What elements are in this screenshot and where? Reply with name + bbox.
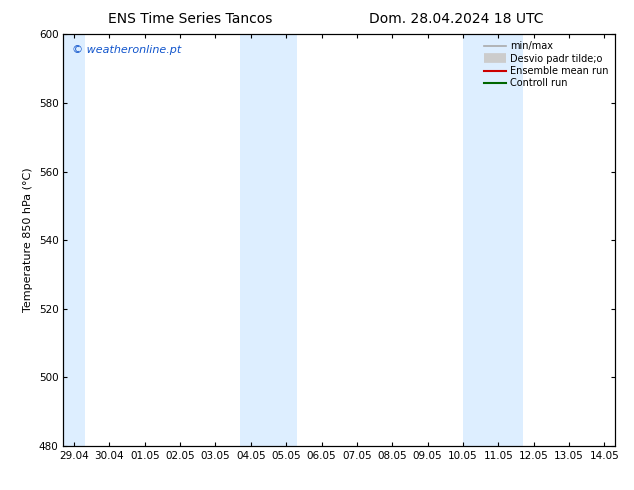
Bar	[463, 34, 523, 446]
Bar	[63, 34, 84, 446]
Legend: min/max, Desvio padr tilde;o, Ensemble mean run, Controll run: min/max, Desvio padr tilde;o, Ensemble m…	[482, 39, 610, 90]
Y-axis label: Temperature 850 hPa (°C): Temperature 850 hPa (°C)	[23, 168, 33, 313]
Text: Dom. 28.04.2024 18 UTC: Dom. 28.04.2024 18 UTC	[369, 12, 544, 26]
Text: © weatheronline.pt: © weatheronline.pt	[72, 45, 181, 54]
Text: ENS Time Series Tancos: ENS Time Series Tancos	[108, 12, 273, 26]
Bar	[240, 34, 297, 446]
